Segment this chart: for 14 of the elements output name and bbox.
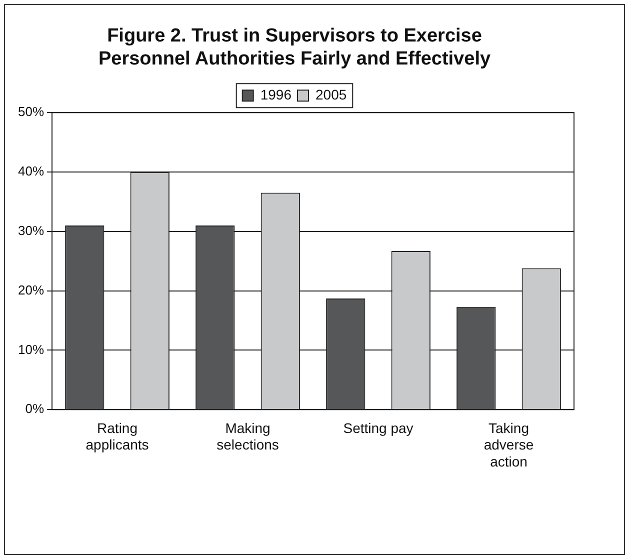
text: Figure 2. Trust in Supervisors to Exercise [107, 26, 482, 47]
x-tick-label: Taking adverse action [484, 420, 534, 470]
y-tick-label: 10% [18, 342, 44, 357]
y-tick-label: 40% [18, 164, 44, 179]
y-tick-label: 20% [18, 282, 44, 298]
x-tick-label: Setting pay [343, 420, 414, 436]
y-tick-label: 30% [18, 222, 44, 238]
x-tick-label: Making selections [216, 420, 279, 453]
y-tick-label: 50% [18, 104, 44, 120]
x-tick-label: Rating applicants [86, 420, 149, 453]
legend-label: 1996 [260, 86, 292, 102]
y-tick-label: 0% [25, 401, 44, 416]
legend-label: 2005 [316, 86, 347, 102]
text: Personnel Authorities Fairly and Effectively [98, 48, 491, 70]
